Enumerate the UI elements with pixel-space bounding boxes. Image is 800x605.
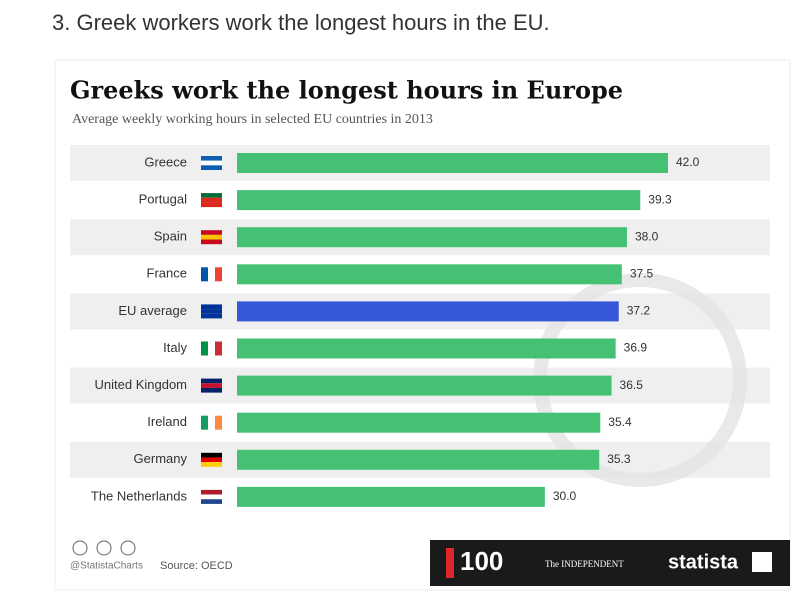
value-label: 30.0 [553,489,577,503]
flag-part [201,499,222,504]
category-label: Portugal [139,192,188,207]
value-label: 35.4 [608,415,632,429]
source: Source: OECD [160,560,233,572]
flag-part [215,341,222,356]
partner: The INDEPENDENT [545,559,624,569]
logo-mark [446,548,454,578]
flag-part [201,267,208,282]
category-label: Germany [134,451,188,466]
flag-part [201,197,222,203]
bar [237,301,619,322]
cc-icons [72,540,136,556]
logo: 100 [460,546,503,576]
credit: @StatistaCharts [70,561,143,572]
flag-part [201,387,222,393]
flag-part [201,494,222,500]
rows: Greece 42.0 Portugal 39.3 Spain 38.0 France 37.… [91,153,700,507]
flag-part [201,165,222,170]
category-label: Spain [154,229,187,244]
bar [237,264,622,285]
flag-part [215,415,222,430]
footer-band [430,540,790,586]
bar [237,412,601,433]
flag-part [201,230,222,235]
flag-part [201,313,222,319]
category-label: Greece [144,154,187,169]
flag-part [215,267,222,282]
brand: statista [668,551,739,573]
article-heading: 3. Greek workers work the longest hours … [52,10,550,35]
flag-part [201,452,222,458]
value-label: 39.3 [648,192,672,206]
bar [237,190,641,211]
category-label: France [147,266,187,281]
flag-part [201,156,222,161]
flag-part [201,341,208,356]
bar [237,486,545,507]
flag-part [201,309,222,314]
bar [237,449,600,470]
flag-part [201,378,222,384]
category-label: Italy [163,340,187,355]
flag-part [201,415,208,430]
flag-part [201,489,222,495]
flag-part [201,234,222,240]
flag-part [201,457,222,463]
flag-part [201,239,222,245]
value-label: 35.3 [607,452,631,466]
flag-part [201,383,222,388]
bar [237,153,668,173]
flag-part [201,462,222,467]
value-label: 42.0 [676,155,700,169]
category-label: The Netherlands [91,488,188,503]
flag-part [208,267,215,282]
brand-icon [752,552,772,572]
value-label: 37.5 [630,266,654,280]
category-label: United Kingdom [95,377,188,392]
flag-part [201,202,222,208]
row-bands [70,145,770,478]
value-label: 36.9 [624,341,648,355]
chart-subtitle: Average weekly working hours in selected… [72,112,433,127]
flag-part [208,341,215,356]
flag-part [201,304,222,310]
value-label: 37.2 [627,304,651,318]
bar [237,375,612,396]
bar [237,338,616,359]
bar [237,227,627,248]
value-label: 38.0 [635,229,659,243]
value-label: 36.5 [620,378,644,392]
category-label: EU average [118,303,187,318]
category-label: Ireland [147,414,187,429]
flag-part [208,415,215,430]
chart-title: Greeks work the longest hours in Europe [70,76,623,105]
flag-part [201,160,222,166]
flag-part [201,193,222,198]
